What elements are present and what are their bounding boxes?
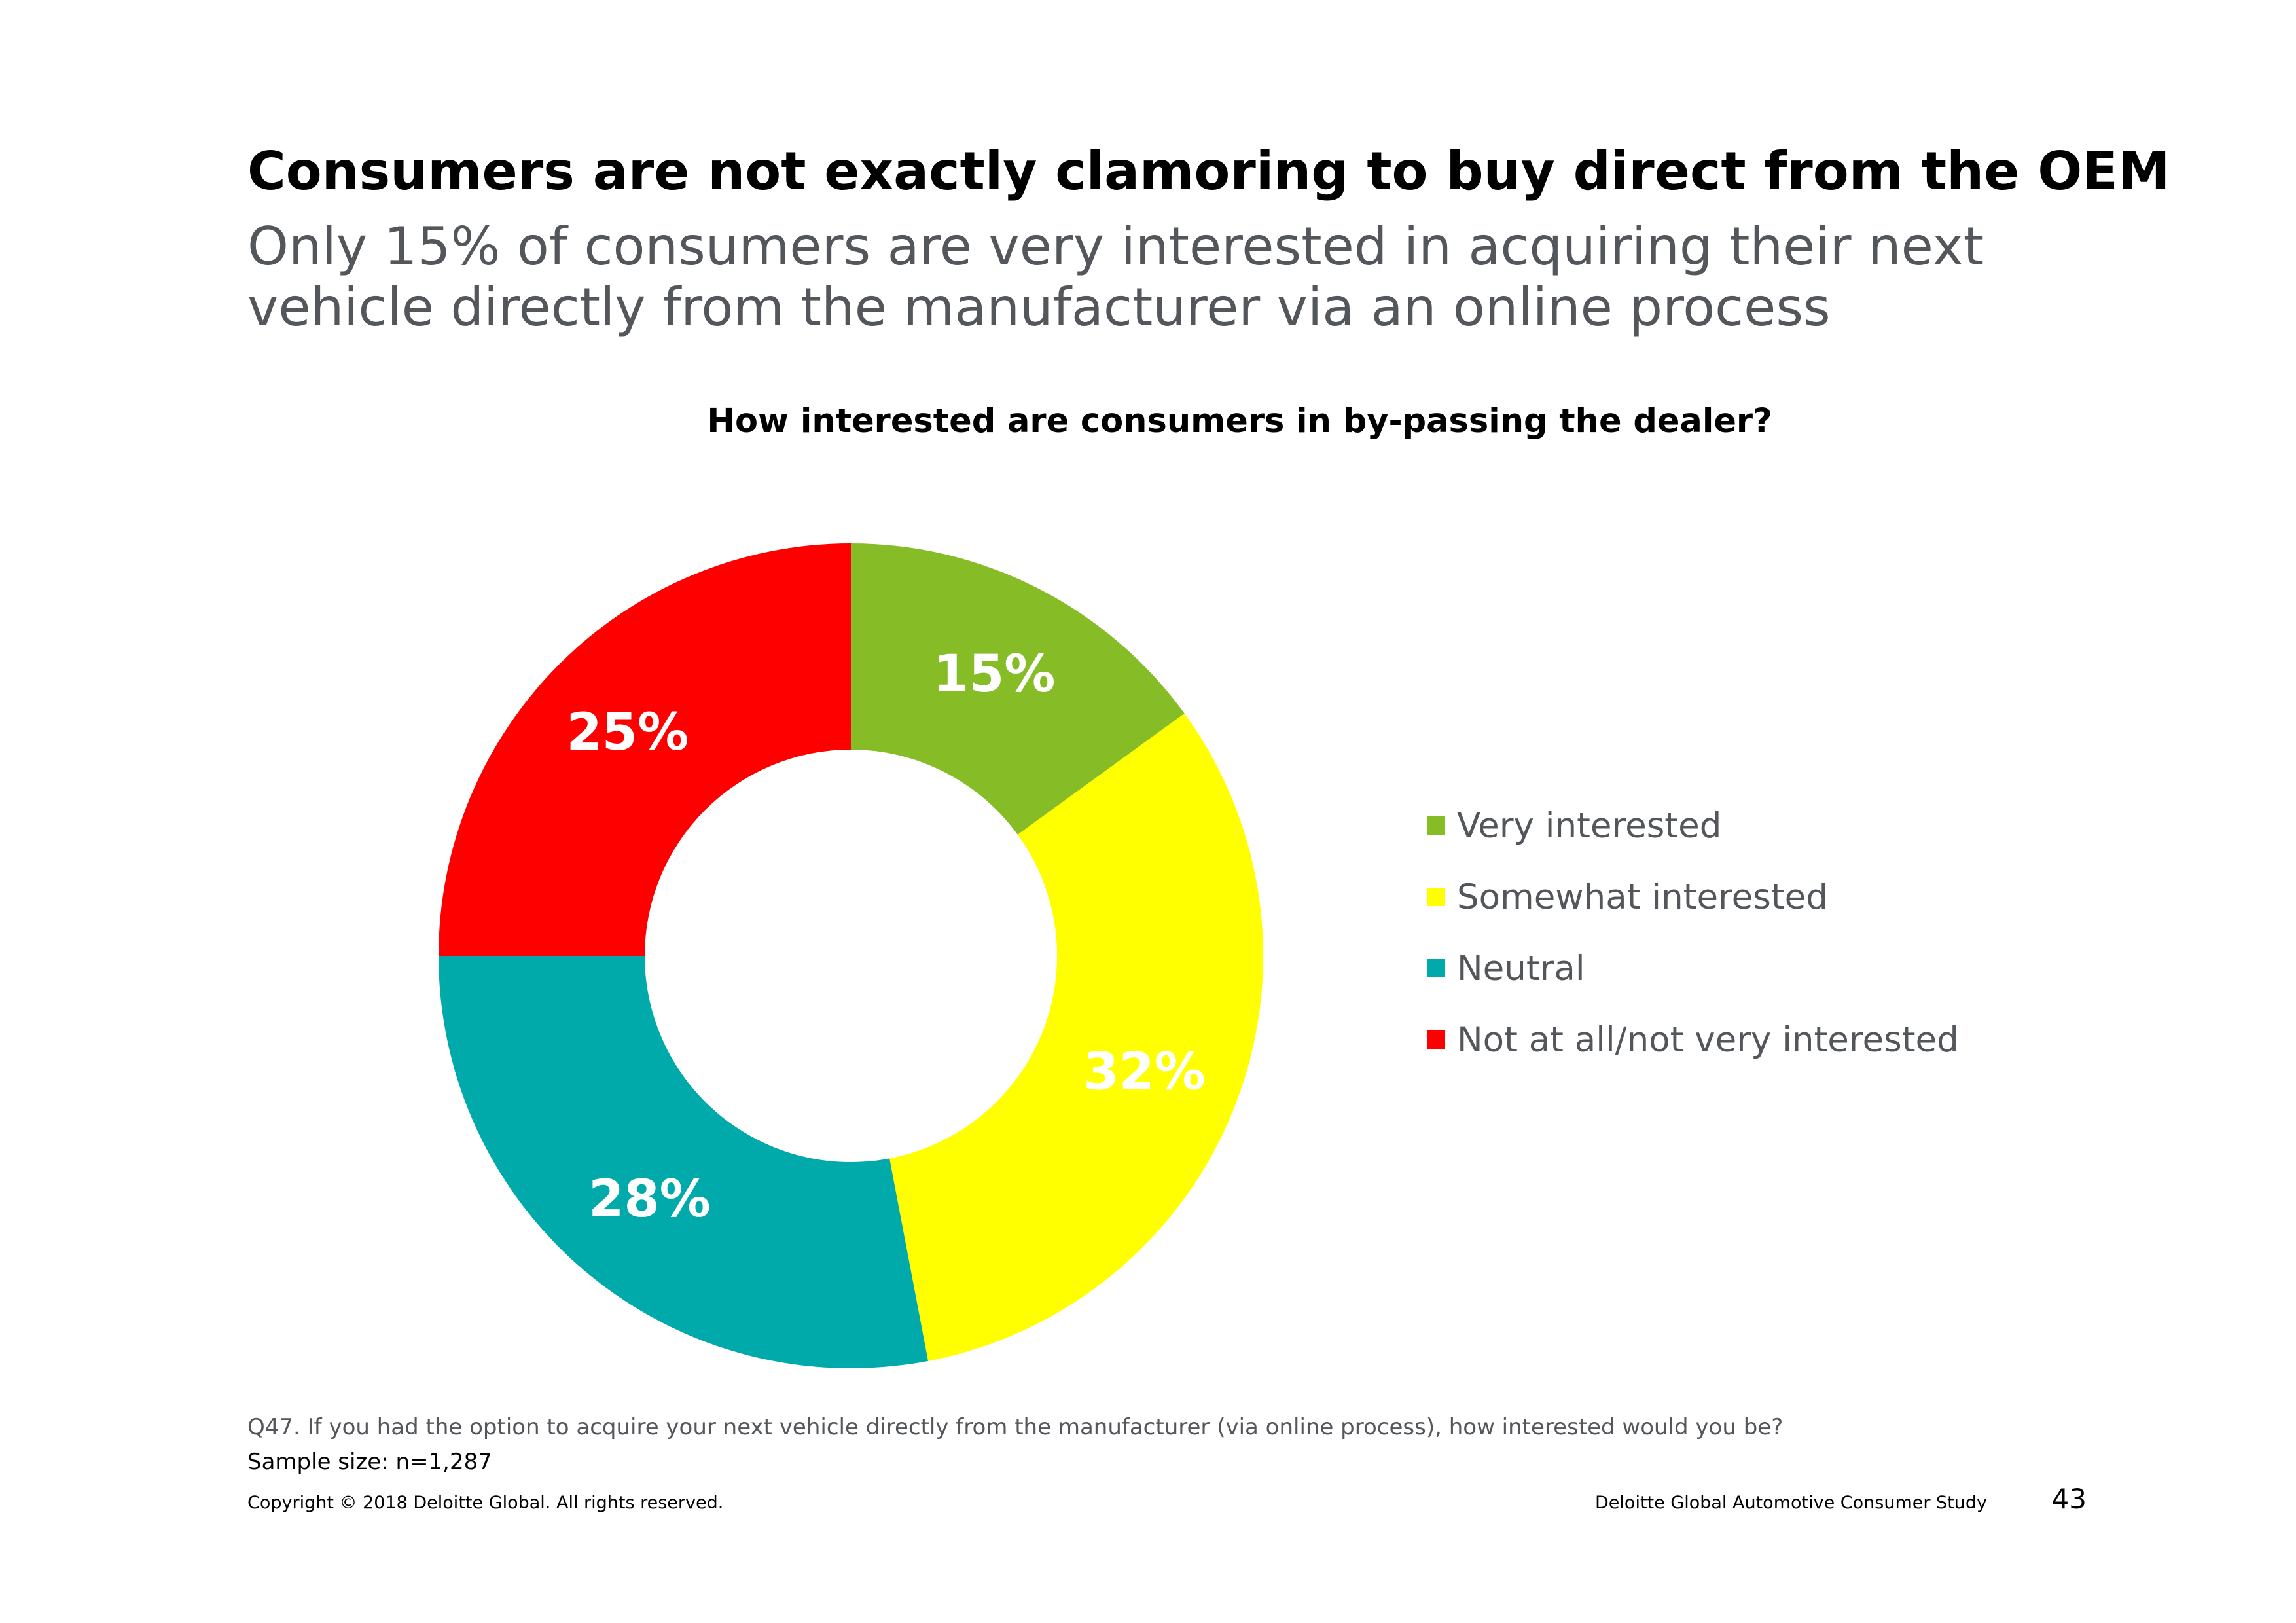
legend-swatch: [1427, 816, 1445, 835]
slice-label-1: 15%: [933, 645, 1056, 704]
copyright-notice: Copyright © 2018 Deloitte Global. All ri…: [247, 1493, 724, 1513]
legend-swatch: [1427, 959, 1445, 977]
page-headline: Consumers are not exactly clamoring to b…: [247, 141, 2170, 202]
survey-question: Q47. If you had the option to acquire yo…: [247, 1414, 1784, 1440]
donut-slice-1: [851, 543, 1185, 835]
legend-label: Somewhat interested: [1457, 877, 1828, 917]
slice-label-4: 25%: [566, 703, 689, 762]
donut-chart: 15% 32% 28% 25%: [439, 543, 1263, 1368]
study-name: Deloitte Global Automotive Consumer Stud…: [1595, 1493, 1987, 1513]
chart-title-wrapper: How interested are consumers in by-passi…: [0, 402, 2296, 441]
donut-slice-4: [439, 543, 851, 956]
chart-legend: Very interested Somewhat interested Neutra…: [1427, 805, 1959, 1091]
legend-label: Neutral: [1457, 948, 1585, 989]
legend-item: Not at all/not very interested: [1427, 1019, 1959, 1060]
donut-slice-3: [439, 956, 929, 1368]
page-number: 43: [2051, 1483, 2087, 1515]
page-subheadline: Only 15% of consumers are very intereste…: [247, 216, 1984, 338]
legend-swatch: [1427, 888, 1445, 906]
legend-label: Not at all/not very interested: [1457, 1019, 1959, 1060]
legend-label: Very interested: [1457, 805, 1722, 846]
legend-swatch: [1427, 1030, 1445, 1049]
legend-item: Somewhat interested: [1427, 877, 1959, 917]
slice-label-3: 28%: [588, 1170, 711, 1229]
donut-slice-2: [889, 713, 1263, 1361]
chart-title: How interested are consumers in by-passi…: [707, 402, 1772, 441]
legend-item: Very interested: [1427, 805, 1959, 846]
legend-item: Neutral: [1427, 948, 1959, 989]
sample-size: Sample size: n=1,287: [247, 1449, 492, 1475]
slice-label-2: 32%: [1083, 1043, 1206, 1102]
